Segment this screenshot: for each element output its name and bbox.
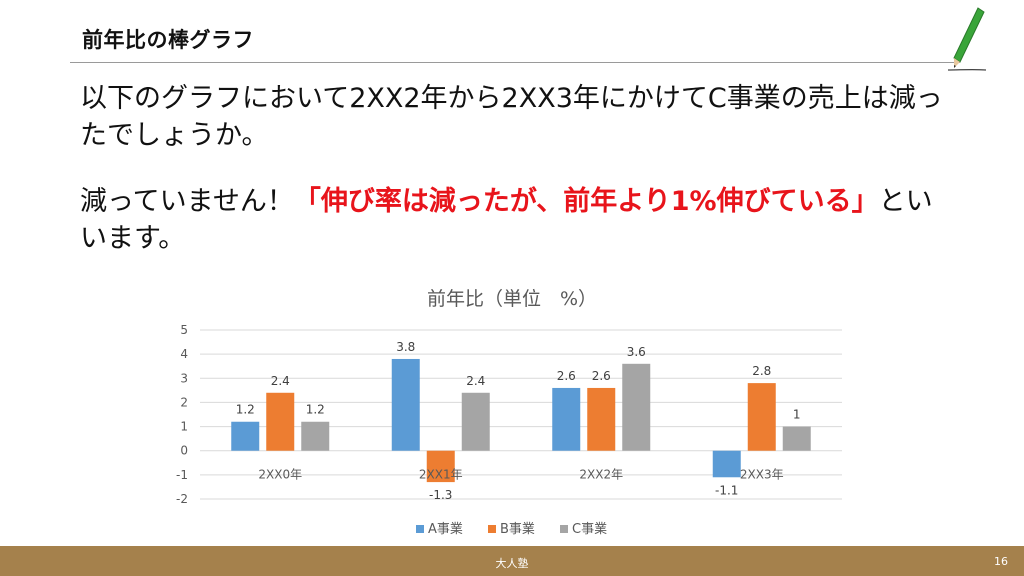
bar (712, 450, 741, 478)
bar (426, 450, 455, 483)
data-label: -1.3 (429, 488, 452, 502)
data-label: 2.6 (557, 369, 576, 383)
data-label: 1 (793, 408, 801, 422)
data-label: 3.6 (627, 345, 646, 359)
bar (301, 421, 330, 451)
answer-plain: 減っていません！ (80, 186, 294, 217)
page-number: 16 (994, 555, 1008, 568)
footer-bar (0, 546, 1024, 576)
y-tick-label: 5 (180, 323, 188, 337)
chart-title: 前年比（単位 %） (427, 288, 597, 310)
legend-swatch (560, 525, 568, 533)
data-label: 1.2 (236, 403, 255, 417)
slide-title: 前年比の棒グラフ (82, 28, 254, 52)
y-tick-label: -1 (176, 468, 188, 482)
legend-label: A事業 (428, 521, 463, 537)
data-label: 2.4 (466, 374, 485, 388)
question-text: 以下のグラフにおいて2XX2年から2XX3年にかけてC事業の売上は減ったでしょう… (80, 83, 943, 151)
bar (461, 392, 490, 451)
answer-tail: といいます。 (80, 186, 933, 254)
answer-emphasis: 「伸び率は減ったが、前年より1%伸びている」 (293, 186, 879, 217)
y-tick-label: 4 (180, 347, 188, 361)
answer-text: 減っていません！「伸び率は減ったが、前年より1%伸びている」といいます。 (80, 183, 950, 257)
y-tick-label: 0 (180, 444, 188, 458)
y-tick-label: -2 (176, 492, 188, 506)
x-tick-label: 2XX1年 (419, 468, 463, 482)
y-tick-label: 3 (180, 371, 188, 385)
bar (587, 387, 616, 451)
x-tick-label: 2XX0年 (258, 468, 302, 482)
x-tick-label: 2XX2年 (579, 468, 623, 482)
data-label: -1.1 (715, 483, 738, 497)
legend-label: C事業 (572, 521, 607, 537)
x-tick-label: 2XX3年 (740, 468, 784, 482)
y-tick-label: 2 (180, 395, 188, 409)
data-label: 3.8 (396, 340, 415, 354)
pencil-icon (947, 7, 987, 71)
data-label: 2.4 (271, 374, 290, 388)
data-label: 1.2 (306, 403, 325, 417)
bar (782, 426, 811, 451)
legend-label: B事業 (500, 521, 535, 537)
bar (266, 392, 295, 451)
y-tick-label: 1 (180, 420, 188, 434)
bar (747, 383, 776, 451)
bar (231, 421, 260, 451)
data-label: 2.8 (752, 364, 771, 378)
bar (552, 387, 581, 451)
legend-swatch (416, 525, 424, 533)
bar (391, 358, 420, 451)
title-rule (70, 62, 960, 63)
legend-swatch (488, 525, 496, 533)
bar (622, 363, 651, 451)
footer-label: 大人塾 (495, 557, 529, 570)
data-label: 2.6 (592, 369, 611, 383)
